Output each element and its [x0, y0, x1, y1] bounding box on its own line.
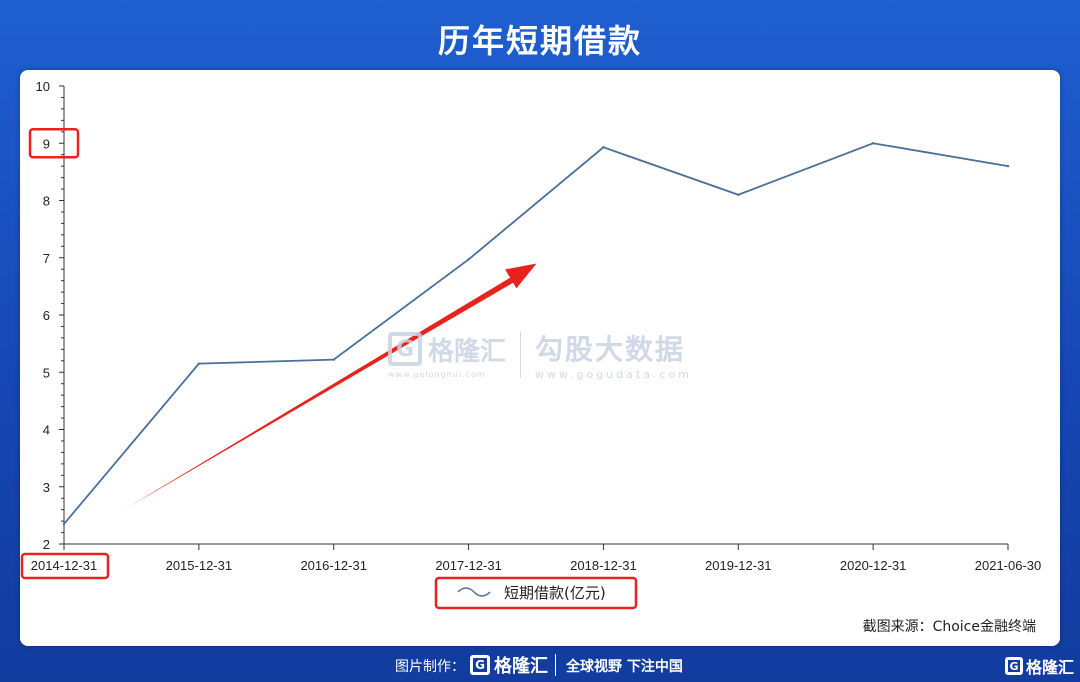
watermark-logo-text: 格隆汇 [428, 336, 507, 367]
chart-title: 历年短期借款 [437, 22, 642, 60]
series-line [63, 142, 1009, 525]
data-point [871, 142, 875, 145]
gelonghui-logo-icon: G [388, 332, 422, 366]
line-chart: 2 3 4 5 6 7 8 9 10 2014-12-31 2015-12-31 2016-12-31… [20, 79, 1042, 610]
data-point [62, 522, 66, 526]
x-tick-label: 2016-12-31 [300, 558, 367, 573]
x-tick-label: 2015-12-31 [166, 558, 233, 573]
y-tick-label: 2 [43, 537, 50, 552]
y-tick-label: 3 [43, 480, 50, 495]
legend-label: 短期借款(亿元) [504, 584, 606, 602]
data-point [737, 193, 740, 196]
watermark-logo-url: www.gelonghui.com [388, 369, 486, 379]
x-tick-label: 2018-12-31 [570, 558, 637, 573]
watermark: G 格隆汇 www.gelonghui.com 勾股大数据 www.goguda… [388, 328, 692, 381]
footer-slogan: 全球视野 下注中国 [566, 659, 683, 675]
chart-card: 2 3 4 5 6 7 8 9 10 2014-12-31 2015-12-31 2016-12-31… [20, 70, 1060, 646]
xtick-highlight-box [20, 552, 110, 580]
footer-separator [555, 654, 556, 676]
watermark-logo: G 格隆汇 [388, 331, 506, 368]
y-tick-label: 8 [43, 194, 50, 209]
y-tick-label: 5 [43, 365, 50, 380]
y-tick-label: 10 [36, 79, 50, 94]
trend-arrow [124, 263, 537, 510]
y-tick-label: 7 [43, 251, 50, 266]
x-tick-label: 2014-12-31 [31, 558, 98, 573]
y-tick-label: 6 [43, 308, 50, 323]
legend-swatch [457, 587, 491, 597]
x-tick-label: 2021-06-30 [975, 558, 1042, 573]
x-tick-label: 2020-12-31 [840, 558, 907, 573]
y-tick-label: 4 [43, 423, 50, 438]
footer-logo-text: 格隆汇 [494, 656, 548, 677]
footer-credit: 图片制作： [395, 659, 465, 675]
legend-highlight-box [434, 576, 638, 610]
y-tick-label: 9 [43, 136, 50, 151]
footer-brand-icon: G [1005, 657, 1023, 675]
data-point [332, 358, 335, 361]
watermark-right-text: 勾股大数据 [535, 333, 686, 366]
footer-brand: G 格隆汇 [1005, 654, 1074, 678]
ytick-highlight-box [28, 128, 80, 159]
data-point [602, 146, 605, 149]
x-tick-label: 2019-12-31 [705, 558, 772, 573]
footer-logo-icon: G [470, 655, 490, 675]
data-point [1006, 164, 1010, 168]
x-tick-label: 2017-12-31 [435, 558, 502, 573]
source-note: 截图来源：Choice金融终端 [862, 619, 1036, 635]
watermark-separator [520, 331, 522, 378]
footer: 图片制作： G 格隆汇 全球视野 下注中国 G 格隆汇 [0, 650, 1080, 682]
data-point [467, 258, 470, 261]
watermark-right-url: www.gogudata.com [535, 368, 692, 381]
data-point [197, 362, 201, 365]
footer-brand-text: 格隆汇 [1026, 658, 1075, 677]
footer-logo: G 格隆汇 [470, 652, 548, 678]
